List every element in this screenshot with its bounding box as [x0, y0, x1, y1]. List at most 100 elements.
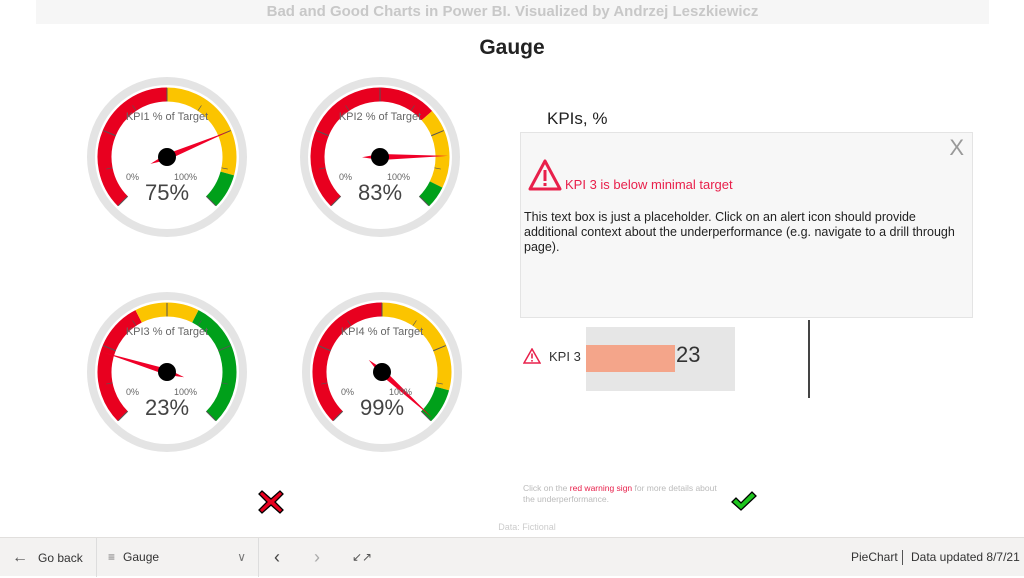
gauge-tick	[197, 320, 202, 327]
divider	[96, 538, 97, 577]
gauge-tick	[436, 382, 443, 385]
divider	[258, 538, 259, 577]
gauge-label: KPI2 % of Target	[338, 111, 422, 123]
kpi-bar-fill	[586, 345, 676, 372]
gauge-tick	[319, 167, 326, 170]
previous-page-button[interactable]: ‹	[274, 547, 280, 567]
hint-post: for more details about the underperforma…	[523, 483, 717, 504]
gauge-tick	[117, 195, 129, 207]
gauge-ring	[87, 292, 247, 452]
gauge-tick	[410, 105, 415, 112]
gauge-tick	[434, 167, 441, 170]
hint-text: Click on the red warning sign for more d…	[523, 483, 723, 505]
gauge-kpi2[interactable]: KPI2 % of Target 0% 100% 83%	[295, 72, 465, 242]
gauge-tick	[132, 105, 137, 112]
gauge-max-label: 100%	[387, 172, 411, 182]
gauge-tick	[197, 105, 202, 112]
warning-icon[interactable]	[523, 348, 541, 364]
gauge-tick	[412, 320, 417, 327]
next-page-button[interactable]: ›	[314, 547, 320, 567]
alert-textbox: X KPI 3 is below minimal target This tex…	[520, 132, 973, 318]
gauge-tick	[221, 167, 228, 170]
alert-title: KPI 3 is below minimal target	[565, 177, 733, 192]
go-back-button[interactable]: ← Go back	[12, 538, 83, 577]
gauge-tick	[117, 410, 129, 422]
gauge-value: 99%	[359, 395, 405, 420]
gauge-tick	[332, 410, 344, 422]
gauge-label: KPI3 % of Target	[125, 326, 209, 338]
gauge-tick	[431, 130, 444, 137]
gauge-hub	[158, 363, 176, 381]
gauge-tick	[420, 410, 432, 422]
gauge-svg	[87, 292, 247, 452]
close-icon[interactable]: X	[949, 135, 964, 160]
gauge-min-label: 0%	[341, 387, 355, 397]
gauge-band	[310, 87, 433, 207]
gauge-tick	[318, 345, 331, 352]
gauge-min-label: 0%	[339, 172, 353, 182]
report-name: PieChart	[851, 550, 898, 564]
kpis-title: KPIs, %	[547, 109, 608, 128]
gauge-value: 75%	[144, 180, 190, 205]
gauge-tick	[103, 345, 116, 352]
gauge-max-label: 100%	[174, 172, 198, 182]
gauge-hub	[373, 363, 391, 381]
page-selector-label: Gauge	[123, 550, 160, 564]
gauge-hub	[371, 148, 389, 166]
target-line	[808, 320, 810, 398]
gauge-tick	[347, 320, 352, 327]
gauge-kpi3[interactable]: KPI3 % of Target 0% 100% 23%	[82, 287, 252, 457]
gauge-tick	[205, 410, 217, 422]
gauge-tick	[205, 195, 217, 207]
gauge-tick	[345, 105, 350, 112]
list-icon: ≡	[108, 550, 116, 564]
good-check-icon	[731, 491, 757, 511]
gauge-tick	[106, 382, 113, 385]
gauge-kpi4[interactable]: KPI4 % of Target 0% 100% 99%	[297, 287, 467, 457]
gauge-tick	[321, 382, 328, 385]
gauge-ring	[300, 77, 460, 237]
gauge-band	[97, 310, 143, 422]
gauge-min-label: 0%	[126, 387, 140, 397]
kpi-row-label: KPI 3	[549, 349, 581, 364]
gauge-hub	[158, 148, 176, 166]
gauge-tick	[330, 195, 342, 207]
gauge-tick	[316, 130, 329, 137]
gauge-svg	[300, 77, 460, 237]
gauge-value: 83%	[357, 180, 403, 205]
gauge-tick	[106, 167, 113, 170]
hint-pre: Click on the	[523, 483, 570, 493]
warning-icon[interactable]	[528, 159, 562, 191]
bad-x-icon	[258, 490, 284, 514]
arrow-left-icon: ←	[12, 549, 28, 566]
gauge-tick	[103, 130, 116, 137]
gauge-max-label: 100%	[389, 387, 413, 397]
gauge-svg	[87, 77, 247, 237]
gauge-min-label: 0%	[126, 172, 140, 182]
page-selector[interactable]: ≡ Gauge ∨	[108, 538, 248, 577]
gauge-band	[166, 87, 237, 176]
gauge-value: 23%	[144, 395, 190, 420]
go-back-label: Go back	[38, 551, 83, 565]
gauge-band	[421, 386, 450, 422]
data-updated: Data updated 8/7/21	[911, 550, 1020, 564]
gauge-max-label: 100%	[174, 387, 198, 397]
gauge-tick	[132, 320, 137, 327]
gauge-tick	[433, 345, 446, 352]
gauge-label: KPI4 % of Target	[340, 326, 424, 338]
gauge-tick	[221, 382, 228, 385]
gauge-band	[206, 171, 235, 207]
gauge-ring	[87, 77, 247, 237]
hint-highlight: red warning sign	[569, 483, 633, 493]
collapse-icon[interactable]: ↙↗	[352, 550, 373, 564]
gauge-svg	[302, 292, 462, 452]
gauge-band	[381, 302, 452, 391]
page-title: Gauge	[479, 36, 545, 59]
gauge-tick	[218, 345, 231, 352]
kpi-bar-value: 23	[676, 342, 701, 367]
gauge-tick	[418, 195, 430, 207]
alert-body: This text box is just a placeholder. Cli…	[524, 210, 955, 254]
footer-bar: ← Go back ≡ Gauge ∨ ‹ › ↙↗ PieChart Data up…	[0, 537, 1024, 577]
divider	[902, 550, 903, 565]
gauge-kpi1[interactable]: KPI1 % of Target 0% 100% 75%	[82, 72, 252, 242]
